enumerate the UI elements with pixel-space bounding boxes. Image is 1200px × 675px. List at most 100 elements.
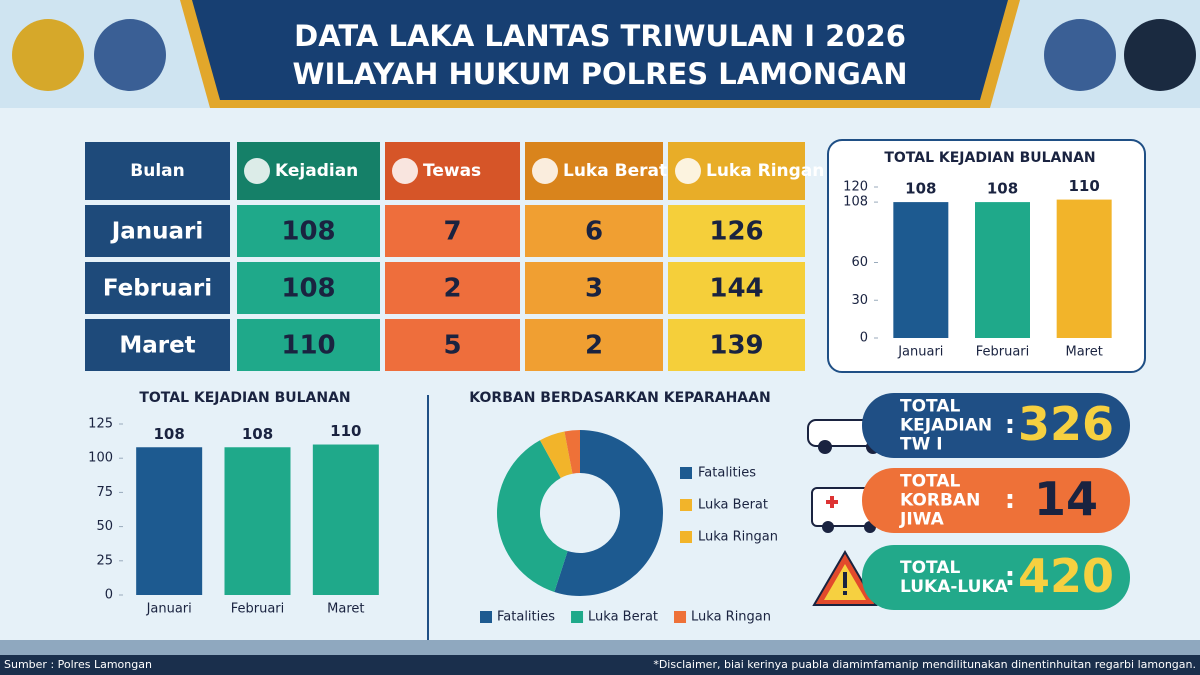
y-tick-label: 25 [96,553,113,568]
table-value: 108 [281,217,335,247]
table-cell [525,262,663,314]
legend-swatch [480,611,492,623]
table-header: Tewas [423,161,481,181]
table-cell [525,319,663,371]
emblem [1044,19,1116,91]
bar [312,444,379,595]
pie-slice [540,431,573,478]
pie-slice [497,440,568,592]
y-tick-label: 75 [96,485,113,500]
table-cell [668,262,805,314]
legend-swatch [680,467,692,479]
bar [975,202,1030,338]
value-label: 108 [242,425,273,443]
stat-label: KORBAN [900,491,980,511]
header-icon [244,158,270,184]
y-tick-label: 125 [88,417,113,432]
y-tick-label: 0 [105,588,113,603]
table-value: 5 [443,331,461,361]
stat-value: 14 [1034,472,1098,526]
row-label: Januari [110,219,204,245]
y-tick-label: 60 [851,255,868,270]
legend-label: Luka Ringan [698,530,778,545]
table-value: 2 [443,274,461,304]
stat-value: 326 [1018,397,1114,451]
x-tick-label: Januari [146,602,192,617]
x-tick-label: Februari [231,602,285,617]
table-cell [85,319,230,371]
title: DATA LAKA LANTAS TRIWULAN I 2026 [294,19,906,53]
pie-slice [564,430,580,474]
y-tick-label: 30 [851,293,868,308]
stat-pill [862,468,1130,533]
road [0,640,1200,655]
warning-icon [812,550,878,606]
bar [1056,199,1112,338]
header-icon [675,158,701,184]
emblem [12,19,84,91]
table-value: 110 [281,331,335,361]
footer-band [0,655,1200,675]
table-cell [237,319,380,371]
stat-label: TOTAL [900,558,960,578]
stat-separator: : [1005,485,1015,515]
legend-label: Luka Berat [588,610,658,625]
table-value: 3 [585,274,603,304]
table-header: Luka Ringan [706,161,824,181]
y-tick-label: 100 [88,451,113,466]
table-cell [385,262,520,314]
table-header: Bulan [130,161,184,181]
table-value: 108 [281,274,335,304]
table-header-cell [85,142,230,200]
table-cell [85,205,230,257]
disclaimer: *Disclaimer, biai kerinya puabla diamimf… [653,658,1196,671]
chart-title: KORBAN BERDASARKAN KEPARAHAAN [469,390,770,406]
legend-swatch [674,611,687,623]
table-cell [85,262,230,314]
y-tick-label: 0 [860,331,868,346]
y-tick-label: 120 [843,180,868,195]
table-cell [668,205,805,257]
value-label: 110 [1069,177,1100,195]
x-tick-label: Maret [1065,345,1102,360]
bar [224,447,291,595]
legend-label: Luka Berat [698,498,768,513]
title: WILAYAH HUKUM POLRES LAMONGAN [293,57,908,91]
chart-title: TOTAL KEJADIAN BULANAN [139,390,350,406]
bar [136,447,203,595]
table-cell [385,205,520,257]
chart-title: TOTAL KEJADIAN BULANAN [884,150,1095,166]
stat-label: JIWA [899,510,945,530]
table-value: 6 [585,217,603,247]
x-tick-label: Februari [976,345,1030,360]
table-cell [525,205,663,257]
x-tick-label: Januari [897,345,943,360]
stat-separator: : [1005,562,1015,592]
x-tick-label: Maret [327,602,364,617]
table-value: 126 [709,217,763,247]
stat-label: TW I [900,435,943,455]
legend-label: Fatalities [698,466,756,481]
table-value: 7 [443,217,461,247]
legend-label: Fatalities [497,610,555,625]
row-label: Februari [103,276,212,302]
legend-swatch [571,611,584,623]
value-label: 108 [987,180,1018,198]
stat-label: LUKA-LUKA [900,577,1009,597]
table-header: Luka Berat [563,161,667,181]
legend-label: Luka Ringan [691,610,771,625]
table-value: 144 [709,274,763,304]
source: Sumber : Polres Lamongan [4,658,152,671]
table-header: Kejadian [275,161,358,181]
table-cell [668,319,805,371]
value-label: 108 [154,425,185,443]
value-label: 110 [330,422,361,440]
stat-pill [862,545,1130,610]
header-icon [532,158,558,184]
stat-pill [862,393,1130,458]
pie-slice [554,430,663,596]
legend-swatch [680,499,692,511]
table-value: 2 [585,331,603,361]
